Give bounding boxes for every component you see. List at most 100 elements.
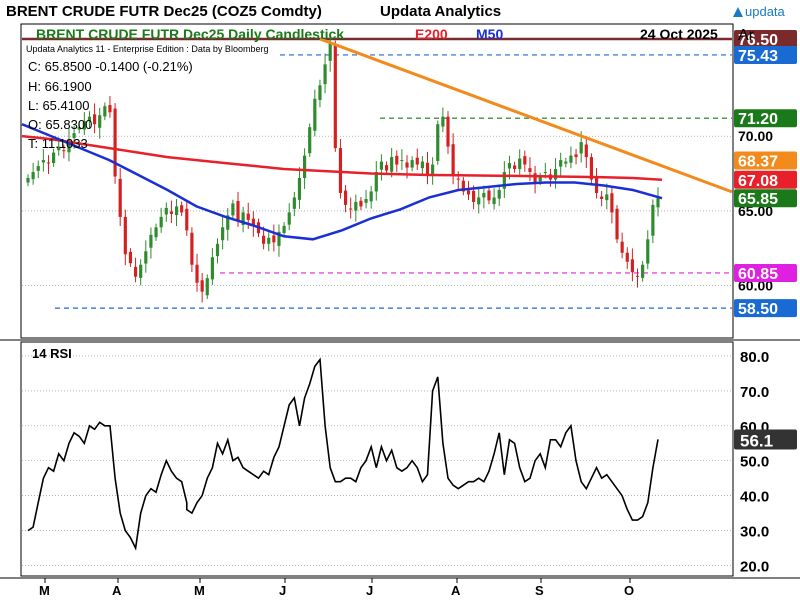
- candle-body: [318, 85, 322, 100]
- level-value-label: 67.08: [738, 173, 778, 190]
- panel-title: BRENT CRUDE FUTR Dec25 Daily Candlestick: [36, 26, 344, 42]
- candle-body: [615, 208, 619, 240]
- candle-body: [420, 161, 424, 169]
- candle-body: [215, 243, 220, 257]
- candle-body: [472, 190, 476, 202]
- candle-body: [62, 150, 66, 152]
- chart-date: 24 Oct 2025: [640, 26, 718, 42]
- m50-line: [21, 123, 663, 241]
- candle-body: [87, 116, 92, 122]
- candle-body: [641, 264, 645, 278]
- candle-body: [405, 162, 409, 168]
- x-axis-label: A: [112, 583, 122, 598]
- logo-text: updata: [745, 4, 785, 19]
- candle-body: [451, 144, 455, 176]
- candle-body: [410, 160, 414, 168]
- candle-body: [287, 212, 291, 225]
- candle-body: [589, 157, 594, 180]
- candle-body: [164, 207, 168, 215]
- price-tick-label: 70.00: [738, 128, 773, 144]
- legend-m50: M50: [476, 26, 503, 42]
- candle-body: [262, 235, 266, 244]
- candle-body: [343, 190, 348, 205]
- candle-body: [72, 133, 76, 138]
- ohlc-low: L: 65.4100: [28, 98, 89, 113]
- ohlc-open: O: 65.8300: [28, 117, 92, 132]
- edition-text: Updata Analytics 11 - Enterprise Edition…: [26, 44, 268, 54]
- candle-body: [205, 278, 209, 296]
- candle-body: [466, 190, 471, 195]
- candle-body: [57, 146, 61, 151]
- rsi-value-badge: [734, 429, 797, 450]
- level-value-label: 68.37: [738, 154, 778, 171]
- x-axis-label: S: [535, 583, 544, 598]
- candle-body: [605, 194, 609, 201]
- rsi-title: 14 RSI: [32, 346, 72, 361]
- candle-body: [113, 108, 117, 177]
- candle-body: [200, 280, 204, 292]
- candle-body: [369, 191, 373, 202]
- candle-body: [512, 165, 517, 170]
- rsi-tick-label: 40.0: [740, 489, 769, 506]
- candle-body: [103, 106, 107, 117]
- candle-body: [236, 201, 240, 222]
- candle-body: [415, 157, 419, 165]
- candle-body: [569, 155, 573, 163]
- header-bar: BRENT CRUDE FUTR Dec25 (COZ5 Comdty) Upd…: [0, 0, 800, 24]
- level-value-label: 65.85: [738, 191, 778, 208]
- candle-body: [77, 127, 81, 130]
- candle-body: [333, 44, 337, 149]
- logo-icon: [733, 7, 743, 17]
- rsi-line: [27, 357, 659, 551]
- candle-body: [67, 139, 71, 153]
- level-value-label: 75.43: [738, 48, 778, 65]
- candle-body: [149, 234, 153, 248]
- level-value-badge: [734, 29, 797, 48]
- level-value-label: 76.50: [738, 32, 778, 49]
- candle-body: [600, 196, 604, 199]
- candle-body: [538, 176, 542, 182]
- candle-body: [528, 168, 532, 173]
- candle-body: [477, 197, 481, 205]
- candle-body: [620, 241, 624, 253]
- x-axis-label: J: [279, 583, 286, 598]
- candle-body: [400, 160, 404, 162]
- legend-e200: E200: [415, 26, 448, 42]
- candle-body: [36, 166, 40, 171]
- candle-body: [231, 203, 235, 216]
- candle-body: [446, 116, 450, 147]
- rsi-tick-label: 30.0: [740, 524, 769, 541]
- level-value-label: 71.20: [738, 111, 778, 128]
- candle-body: [630, 259, 634, 273]
- candle-body: [497, 189, 501, 199]
- candle-body: [646, 239, 650, 264]
- rsi-tick-label: 20.0: [740, 559, 769, 576]
- ohlc-volume: T: 11.1033: [28, 136, 88, 151]
- candle-body: [190, 232, 194, 265]
- candle-body: [461, 180, 465, 192]
- candle-body: [431, 164, 435, 174]
- candle-body: [118, 178, 122, 217]
- candle-body: [374, 172, 378, 192]
- candle-body: [379, 161, 384, 170]
- candle-body: [441, 116, 445, 127]
- candle-body: [425, 162, 430, 176]
- vendor-name: Updata Analytics: [380, 3, 502, 20]
- candle-body: [384, 165, 389, 171]
- candle-body: [308, 127, 312, 154]
- candle-body: [323, 64, 327, 85]
- candle-body: [26, 178, 30, 183]
- candle-body: [246, 213, 250, 220]
- candle-body: [492, 197, 496, 205]
- candle-body: [502, 172, 506, 189]
- candle-body: [272, 235, 276, 243]
- candle-body: [354, 201, 358, 211]
- candle-body: [154, 227, 158, 238]
- candle-body: [507, 163, 512, 169]
- candle-body: [267, 237, 271, 244]
- rsi-tick-label: 50.0: [740, 454, 769, 471]
- candle-body: [482, 192, 486, 198]
- candle-body: [98, 115, 102, 128]
- candle-body: [313, 98, 317, 131]
